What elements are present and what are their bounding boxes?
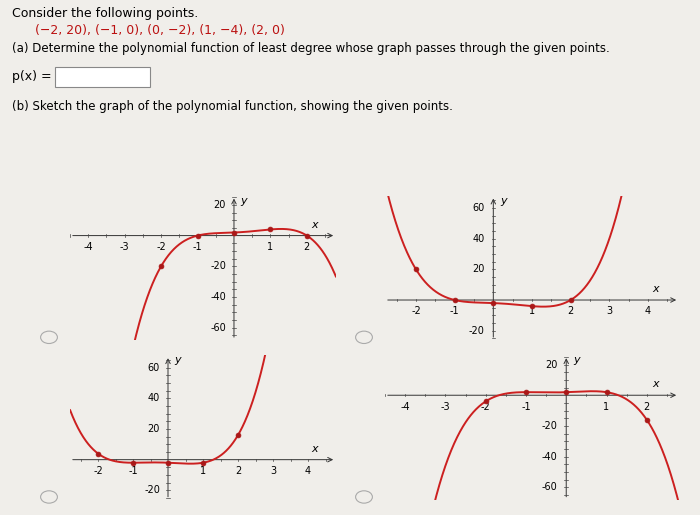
- Text: -2: -2: [93, 466, 103, 476]
- Text: 1: 1: [529, 306, 535, 317]
- Text: (b) Sketch the graph of the polynomial function, showing the given points.: (b) Sketch the graph of the polynomial f…: [12, 100, 453, 113]
- Text: -1: -1: [128, 466, 138, 476]
- Text: (a) Determine the polynomial function of least degree whose graph passes through: (a) Determine the polynomial function of…: [12, 42, 610, 55]
- Text: x: x: [652, 379, 659, 389]
- Text: -20: -20: [210, 261, 226, 271]
- Text: y: y: [573, 355, 580, 365]
- Text: 2: 2: [235, 466, 241, 476]
- Text: -4: -4: [83, 242, 93, 252]
- Text: 1: 1: [267, 242, 274, 252]
- Text: y: y: [175, 355, 181, 365]
- Text: p(x) =: p(x) =: [12, 70, 52, 83]
- Text: -60: -60: [210, 322, 226, 333]
- Text: -1: -1: [193, 242, 202, 252]
- Text: 2: 2: [568, 306, 574, 317]
- Text: x: x: [312, 219, 318, 230]
- Text: 40: 40: [473, 234, 484, 244]
- Text: -2: -2: [411, 306, 421, 317]
- Text: 4: 4: [305, 466, 311, 476]
- Text: -4: -4: [400, 402, 410, 411]
- Text: -3: -3: [120, 242, 130, 252]
- Text: -40: -40: [542, 452, 557, 461]
- Text: 2: 2: [304, 242, 310, 252]
- Text: 4: 4: [645, 306, 651, 317]
- Text: 3: 3: [606, 306, 612, 317]
- Text: -60: -60: [542, 482, 557, 492]
- Text: 40: 40: [148, 393, 160, 403]
- Text: x: x: [312, 443, 318, 454]
- Text: 20: 20: [545, 359, 557, 370]
- Text: 2: 2: [644, 402, 650, 411]
- Text: Consider the following points.: Consider the following points.: [12, 7, 198, 20]
- Text: y: y: [241, 196, 247, 205]
- Text: x: x: [652, 284, 659, 294]
- Text: -2: -2: [156, 242, 166, 252]
- Text: 60: 60: [148, 363, 160, 373]
- Text: 20: 20: [472, 264, 484, 274]
- Text: 20: 20: [148, 424, 160, 434]
- Text: 60: 60: [473, 203, 484, 213]
- Text: -20: -20: [144, 485, 160, 495]
- Text: (−2, 20), (−1, 0), (0, −2), (1, −4), (2, 0): (−2, 20), (−1, 0), (0, −2), (1, −4), (2,…: [35, 24, 285, 37]
- Text: y: y: [500, 196, 508, 205]
- Text: -1: -1: [521, 402, 531, 411]
- Bar: [55, 67, 150, 88]
- Text: -1: -1: [450, 306, 459, 317]
- Text: 1: 1: [200, 466, 206, 476]
- Text: 20: 20: [214, 200, 226, 210]
- Text: 1: 1: [603, 402, 610, 411]
- Text: -40: -40: [210, 292, 226, 302]
- Text: -20: -20: [542, 421, 557, 431]
- Text: -3: -3: [440, 402, 450, 411]
- Text: -20: -20: [468, 325, 484, 336]
- Text: -2: -2: [481, 402, 491, 411]
- Text: 3: 3: [270, 466, 276, 476]
